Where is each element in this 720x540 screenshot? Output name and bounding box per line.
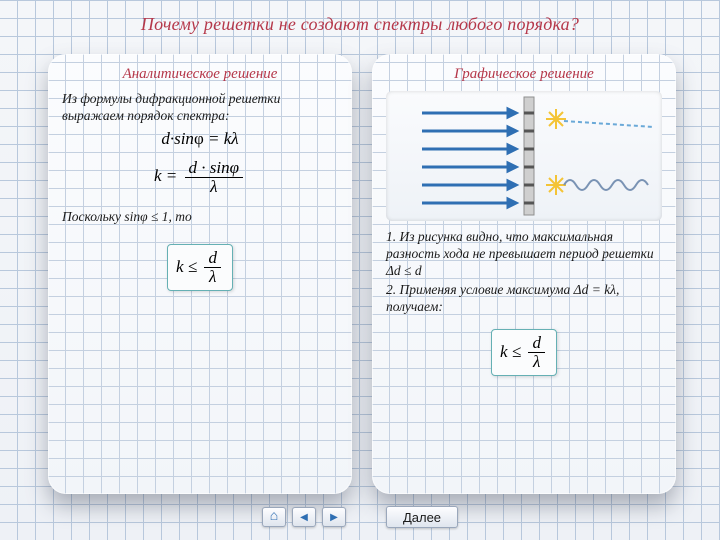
graphic-heading: Графическое решение — [386, 66, 662, 83]
next-arrow-button[interactable]: ▶ — [322, 507, 346, 527]
graphic-text-2: 2. Применяя условие максимума Δd = kλ, п… — [386, 282, 662, 316]
analytic-intro: Из формулы дифракционной решетки выражае… — [62, 91, 338, 125]
result-formula-left: k ≤ dλ — [167, 244, 233, 291]
nav-bar: ⌂ ◀ ▶ Далее — [0, 506, 720, 528]
since-line: Поскольку sinφ ≤ 1, то — [62, 209, 338, 226]
analytic-panel: Аналитическое решение Из формулы дифракц… — [48, 54, 352, 494]
graphic-text-1: 1. Из рисунка видно, что максимальная ра… — [386, 229, 662, 280]
graphic-panel: Графическое решение — [372, 54, 676, 494]
result-formula-right: k ≤ dλ — [491, 329, 557, 376]
next-label: Далее — [403, 510, 441, 525]
analytic-heading: Аналитическое решение — [62, 66, 338, 83]
home-icon: ⌂ — [270, 509, 278, 525]
home-button[interactable]: ⌂ — [262, 507, 286, 527]
k-formula: k = d · sinφλ — [154, 166, 246, 185]
diffraction-diagram — [386, 91, 662, 221]
prev-button[interactable]: ◀ — [292, 507, 316, 527]
prev-icon: ◀ — [300, 512, 308, 523]
grating-formula: d·sinφ = kλ — [161, 129, 238, 149]
next-icon: ▶ — [330, 512, 338, 523]
next-button[interactable]: Далее — [386, 506, 458, 528]
page-title: Почему решетки не создают спектры любого… — [0, 14, 720, 35]
